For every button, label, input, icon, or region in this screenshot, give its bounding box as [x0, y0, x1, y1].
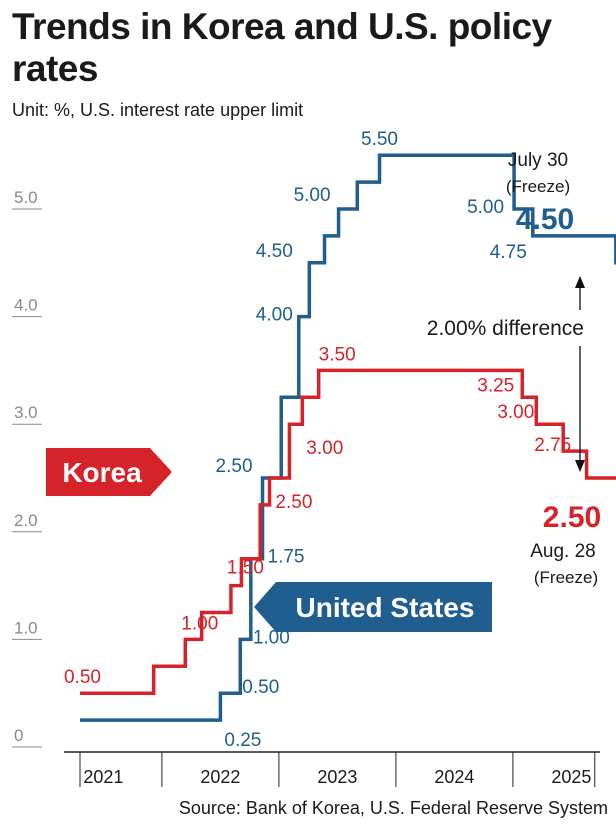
us-rate-label: 0.25	[224, 730, 261, 751]
difference-arrowhead-up	[575, 276, 585, 288]
y-tick-label: 0	[14, 726, 23, 745]
x-tick-label: 2021	[83, 767, 123, 787]
us-rate-label: 5.00	[294, 185, 331, 206]
x-tick-label: 2025	[551, 767, 591, 787]
y-tick-label: 5.0	[14, 188, 38, 207]
us-rate-label: 4.50	[256, 241, 293, 262]
korea-rate-label: 1.00	[181, 613, 218, 634]
us-rate-label: 0.50	[242, 677, 279, 698]
y-tick-label: 4.0	[14, 296, 38, 315]
korea-rate-label: 1.50	[227, 558, 264, 579]
korea-latest-status: (Freeze)	[534, 568, 598, 587]
us-rate-label: 1.75	[268, 547, 305, 568]
y-tick-label: 3.0	[14, 403, 38, 422]
korea-rate-label: 3.50	[319, 344, 356, 365]
x-tick-label: 2022	[200, 767, 240, 787]
difference-arrowhead-down	[575, 460, 585, 472]
us-rate-label: 1.00	[253, 627, 290, 648]
x-axis: 2021 2022 2023 2024 2025	[64, 751, 600, 787]
us-latest-value: 4.50	[516, 203, 574, 236]
data-labels: 0.25 0.50 1.00 1.75 2.50 4.00 4.50 5.00 5.50 5.00…	[64, 129, 571, 751]
series-lines	[80, 153, 616, 722]
korea-latest-date: Aug. 28	[530, 541, 596, 562]
unit-note: Unit: %, U.S. interest rate upper limit	[12, 100, 304, 120]
korea-rate-label: 3.25	[477, 375, 514, 396]
korea-rate-label: 2.75	[534, 435, 571, 456]
korea-tag-label: Korea	[62, 457, 142, 488]
korea-latest-value: 2.50	[543, 501, 601, 534]
us-rate-line	[80, 153, 616, 722]
korea-tag-box	[46, 448, 172, 496]
korea-rate-line	[80, 368, 616, 695]
korea-rate-label: 3.00	[497, 402, 534, 423]
us-rate-label: 2.50	[216, 456, 253, 477]
korea-rate-label: 3.00	[306, 438, 343, 459]
grid-lines	[12, 208, 42, 748]
us-rate-label: 5.50	[361, 129, 398, 150]
x-tick-label: 2024	[434, 767, 474, 787]
korea-rate-label: 2.50	[275, 492, 312, 513]
us-tag-box	[254, 582, 492, 632]
y-tick-label: 1.0	[14, 618, 38, 637]
us-latest-status: (Freeze)	[506, 177, 570, 196]
us-rate-label: 4.00	[256, 305, 293, 326]
difference-label: 2.00% difference	[427, 317, 584, 340]
us-latest-date: July 30	[508, 150, 568, 171]
us-rate-label: 4.75	[490, 242, 527, 263]
us-rate-label: 5.00	[467, 197, 504, 218]
us-tag-label: United States	[296, 592, 475, 623]
x-tick-label: 2023	[317, 767, 357, 787]
source-note: Source: Bank of Korea, U.S. Federal Rese…	[178, 798, 608, 818]
chart-title: Trends in Korea and U.S. policy rates	[12, 6, 552, 89]
annotations: July 30 (Freeze) 4.50 2.50 Aug. 28 (Freeze) 2.…	[46, 150, 601, 632]
y-tick-label: 2.0	[14, 511, 38, 530]
korea-rate-label: 0.50	[64, 667, 101, 688]
y-axis-ticks: 0 1.0 2.0 3.0 4.0 5.0	[14, 188, 38, 745]
